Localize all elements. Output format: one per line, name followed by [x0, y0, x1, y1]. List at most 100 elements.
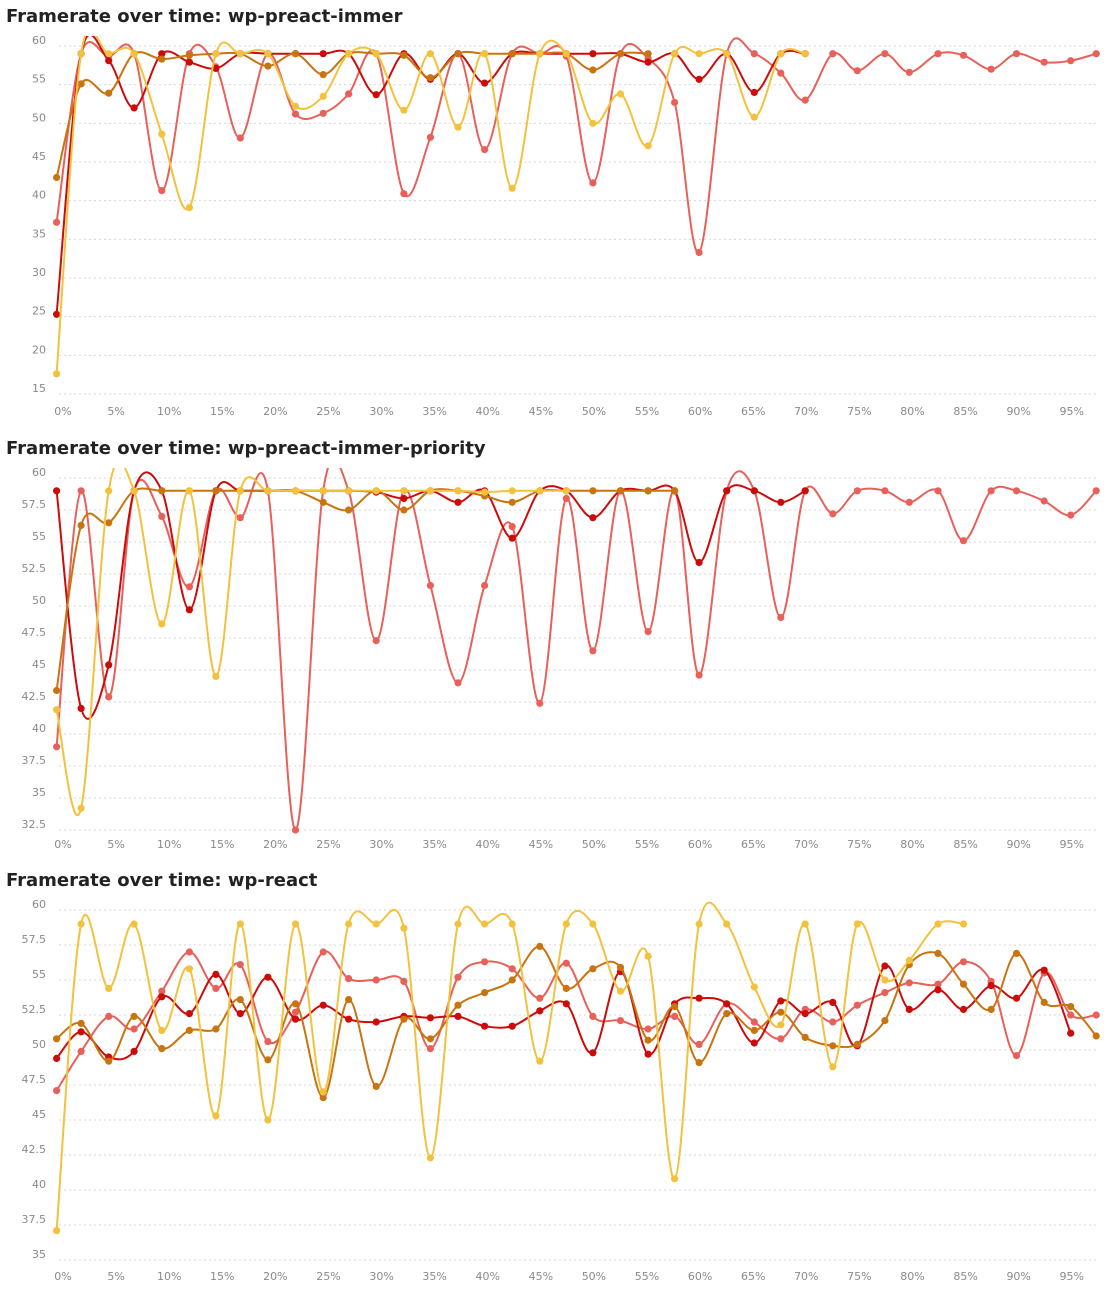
data-point[interactable] [77, 1047, 85, 1055]
data-point[interactable] [426, 133, 434, 141]
data-point[interactable] [616, 50, 625, 58]
data-point[interactable] [959, 51, 968, 59]
data-point[interactable] [1012, 994, 1021, 1002]
data-point[interactable] [158, 993, 166, 1001]
data-point[interactable] [508, 184, 516, 192]
data-point[interactable] [264, 487, 272, 495]
data-point[interactable] [481, 920, 489, 928]
data-point[interactable] [53, 1227, 61, 1235]
data-point[interactable] [1092, 1011, 1100, 1019]
data-point[interactable] [750, 487, 758, 495]
data-point[interactable] [881, 487, 889, 495]
data-point[interactable] [426, 1014, 434, 1022]
data-point[interactable] [185, 1010, 193, 1018]
data-point[interactable] [508, 534, 516, 542]
data-point[interactable] [536, 1007, 544, 1015]
data-point[interactable] [319, 948, 327, 956]
data-point[interactable] [616, 90, 625, 98]
data-point[interactable] [400, 494, 408, 503]
data-point[interactable] [77, 1028, 85, 1036]
data-point[interactable] [264, 1116, 272, 1124]
data-point[interactable] [671, 1012, 679, 1020]
data-point[interactable] [801, 487, 809, 495]
data-point[interactable] [291, 487, 300, 495]
data-point[interactable] [1040, 497, 1048, 505]
data-point[interactable] [372, 637, 380, 645]
data-point[interactable] [562, 494, 570, 503]
data-point[interactable] [481, 989, 489, 997]
data-point[interactable] [589, 487, 597, 495]
data-point[interactable] [454, 1012, 462, 1020]
data-point[interactable] [905, 68, 913, 76]
data-point[interactable] [777, 498, 785, 506]
data-point[interactable] [695, 50, 703, 58]
data-point[interactable] [777, 613, 785, 622]
data-point[interactable] [481, 581, 489, 590]
data-point[interactable] [319, 1088, 327, 1096]
data-point[interactable] [130, 1012, 138, 1020]
data-point[interactable] [829, 998, 837, 1006]
data-point[interactable] [105, 487, 113, 495]
data-point[interactable] [801, 1010, 809, 1018]
data-point[interactable] [987, 982, 995, 990]
data-point[interactable] [185, 583, 193, 591]
data-point[interactable] [345, 506, 353, 514]
data-point[interactable] [345, 487, 353, 495]
data-point[interactable] [345, 920, 353, 928]
data-point[interactable] [264, 1038, 272, 1046]
data-point[interactable] [801, 96, 809, 104]
data-point[interactable] [130, 920, 138, 928]
data-point[interactable] [695, 671, 703, 679]
data-point[interactable] [777, 1021, 785, 1029]
data-point[interactable] [723, 920, 731, 928]
data-point[interactable] [105, 1012, 113, 1020]
data-point[interactable] [481, 488, 489, 496]
data-point[interactable] [589, 514, 597, 522]
data-point[interactable] [1012, 50, 1021, 58]
data-point[interactable] [853, 487, 861, 495]
data-point[interactable] [959, 980, 968, 988]
data-point[interactable] [212, 64, 220, 72]
data-point[interactable] [723, 50, 731, 58]
data-point[interactable] [105, 57, 113, 65]
data-point[interactable] [372, 50, 380, 58]
data-point[interactable] [319, 498, 327, 506]
data-point[interactable] [777, 997, 785, 1005]
data-point[interactable] [77, 704, 85, 712]
data-point[interactable] [236, 961, 244, 969]
data-point[interactable] [1067, 57, 1075, 65]
data-point[interactable] [130, 50, 138, 58]
data-point[interactable] [695, 920, 703, 928]
data-point[interactable] [185, 204, 193, 212]
data-point[interactable] [53, 1054, 61, 1062]
data-point[interactable] [319, 71, 327, 79]
data-point[interactable] [77, 920, 85, 928]
data-point[interactable] [1040, 58, 1048, 66]
data-point[interactable] [801, 1033, 809, 1041]
data-point[interactable] [105, 693, 113, 701]
data-point[interactable] [291, 920, 300, 928]
data-point[interactable] [236, 487, 244, 495]
data-point[interactable] [212, 1112, 220, 1120]
data-point[interactable] [905, 1005, 913, 1013]
data-point[interactable] [881, 1017, 889, 1025]
data-point[interactable] [536, 1057, 544, 1065]
data-point[interactable] [644, 1025, 652, 1033]
data-point[interactable] [671, 1175, 679, 1183]
data-point[interactable] [750, 88, 758, 96]
data-point[interactable] [481, 50, 489, 58]
data-point[interactable] [319, 92, 327, 100]
data-point[interactable] [695, 994, 703, 1002]
data-point[interactable] [426, 50, 434, 58]
data-point[interactable] [426, 74, 434, 82]
data-point[interactable] [1092, 487, 1100, 495]
data-point[interactable] [158, 1045, 166, 1053]
data-point[interactable] [589, 1049, 597, 1057]
data-point[interactable] [589, 50, 597, 58]
data-point[interactable] [345, 1015, 353, 1023]
data-point[interactable] [536, 699, 544, 707]
data-point[interactable] [291, 1008, 300, 1016]
data-point[interactable] [853, 1001, 861, 1009]
data-point[interactable] [372, 91, 380, 99]
data-point[interactable] [1067, 1011, 1075, 1019]
